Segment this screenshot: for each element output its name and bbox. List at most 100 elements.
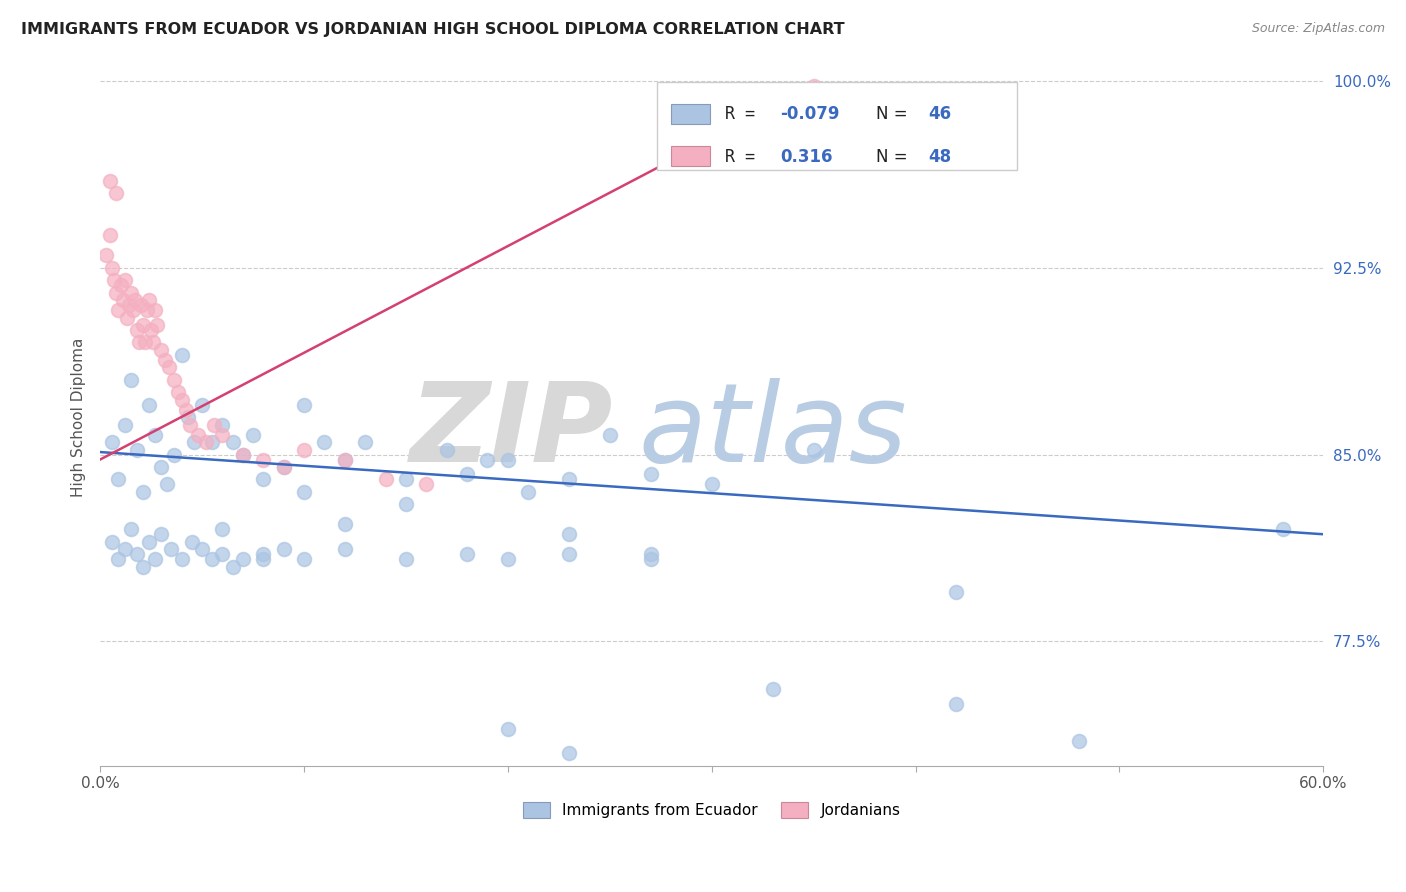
Point: [395, 473, 418, 487]
Point: [640, 547, 662, 561]
Point: [232, 448, 254, 462]
Point: [436, 442, 458, 457]
Point: [232, 448, 254, 462]
Point: [803, 442, 825, 457]
Point: [143, 427, 166, 442]
Point: [221, 559, 243, 574]
Text: IMMIGRANTS FROM ECUADOR VS JORDANIAN HIGH SCHOOL DIPLOMA CORRELATION CHART: IMMIGRANTS FROM ECUADOR VS JORDANIAN HIG…: [21, 22, 845, 37]
Point: [174, 402, 197, 417]
Point: [252, 473, 274, 487]
Point: [170, 552, 193, 566]
Point: [201, 435, 224, 450]
Point: [162, 373, 184, 387]
Point: [101, 534, 124, 549]
Point: [120, 373, 142, 387]
Point: [118, 298, 141, 312]
Point: [252, 552, 274, 566]
Point: [150, 343, 173, 357]
Point: [803, 78, 825, 93]
Legend: Immigrants from Ecuador, Jordanians: Immigrants from Ecuador, Jordanians: [516, 797, 907, 824]
Point: [333, 452, 356, 467]
Text: 48: 48: [928, 148, 952, 166]
Text: ZIP: ZIP: [411, 377, 614, 484]
Point: [139, 323, 162, 337]
Point: [105, 285, 128, 300]
Point: [395, 497, 418, 511]
Point: [292, 484, 315, 499]
Point: [183, 435, 205, 450]
Point: [640, 552, 662, 566]
Point: [177, 410, 200, 425]
Point: [96, 248, 118, 262]
Point: [138, 293, 160, 307]
FancyBboxPatch shape: [671, 146, 710, 167]
Point: [110, 278, 132, 293]
Y-axis label: High School Diploma: High School Diploma: [72, 337, 86, 497]
Point: [124, 293, 146, 307]
Point: [132, 559, 155, 574]
Point: [945, 697, 967, 711]
Point: [211, 427, 233, 442]
Point: [156, 477, 179, 491]
Point: [496, 552, 519, 566]
Point: [187, 427, 209, 442]
Point: [107, 473, 129, 487]
Point: [101, 260, 124, 275]
Point: [242, 427, 264, 442]
Point: [114, 542, 136, 557]
Point: [107, 552, 129, 566]
Point: [558, 747, 581, 761]
Point: [191, 542, 214, 557]
Point: [179, 417, 201, 432]
Text: 0.316: 0.316: [780, 148, 832, 166]
Point: [211, 417, 233, 432]
Text: 46: 46: [928, 105, 952, 123]
Point: [120, 285, 142, 300]
Point: [273, 542, 295, 557]
Point: [115, 310, 138, 325]
Point: [191, 398, 214, 412]
Point: [125, 547, 148, 561]
Text: -0.079: -0.079: [780, 105, 839, 123]
Point: [136, 303, 159, 318]
Point: [211, 547, 233, 561]
Point: [180, 534, 202, 549]
Text: R =: R =: [725, 148, 765, 166]
Point: [599, 427, 621, 442]
Point: [273, 460, 295, 475]
Point: [103, 273, 125, 287]
Point: [166, 385, 188, 400]
Point: [1271, 522, 1294, 536]
Point: [292, 552, 315, 566]
Point: [105, 186, 128, 200]
Point: [211, 522, 233, 536]
Point: [354, 435, 377, 450]
Point: [107, 303, 129, 318]
Point: [120, 522, 142, 536]
Point: [201, 552, 224, 566]
Point: [202, 417, 225, 432]
Point: [232, 552, 254, 566]
Point: [700, 477, 723, 491]
FancyBboxPatch shape: [671, 103, 710, 124]
Point: [101, 435, 124, 450]
Point: [155, 352, 177, 367]
Point: [129, 298, 152, 312]
Point: [138, 534, 160, 549]
Text: R =: R =: [725, 105, 765, 123]
Point: [146, 318, 169, 332]
Point: [314, 435, 336, 450]
Point: [333, 517, 356, 532]
Point: [273, 460, 295, 475]
Point: [162, 448, 184, 462]
Point: [195, 435, 218, 450]
Point: [292, 442, 315, 457]
Point: [374, 473, 396, 487]
Point: [252, 452, 274, 467]
Point: [111, 293, 134, 307]
Point: [456, 467, 478, 482]
Point: [558, 547, 581, 561]
Point: [945, 584, 967, 599]
Point: [143, 303, 166, 318]
Point: [762, 681, 785, 696]
